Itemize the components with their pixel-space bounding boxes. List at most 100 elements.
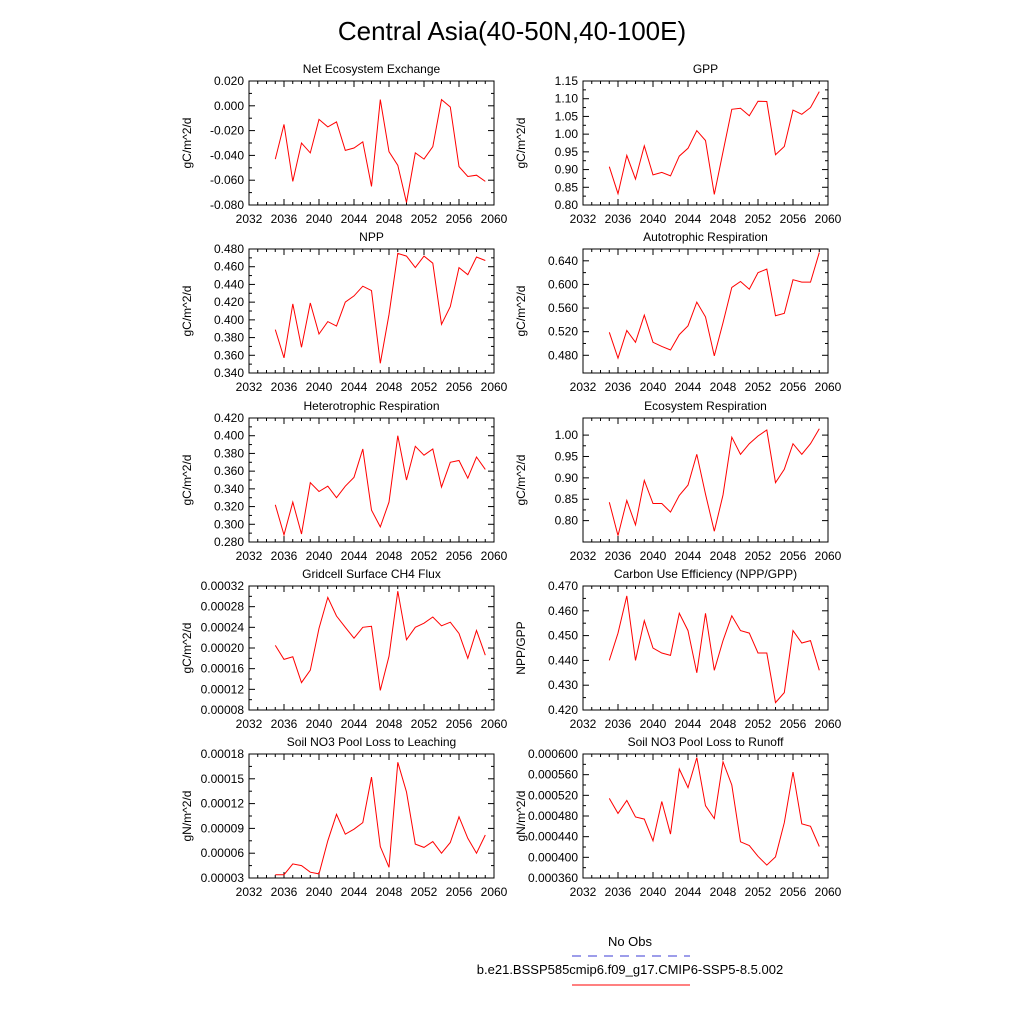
data-point xyxy=(318,491,320,493)
plot-frame xyxy=(248,585,495,711)
chart-panel-4: Autotrophic Respiration 2032 2036 2040 2044 2… xyxy=(514,230,842,394)
data-point xyxy=(617,535,619,537)
x-tick-label: 2036 xyxy=(605,885,632,899)
y-tick-label: 0.85 xyxy=(555,180,579,194)
x-tick-label: 2048 xyxy=(710,380,737,394)
data-point xyxy=(731,436,733,438)
series-line xyxy=(274,252,486,364)
data-point xyxy=(397,435,399,437)
y-tick-label: 0.00012 xyxy=(201,682,245,696)
data-point xyxy=(414,843,416,845)
plot-frame xyxy=(582,585,829,711)
data-point xyxy=(441,486,443,488)
data-point xyxy=(344,301,346,303)
data-point xyxy=(423,255,425,257)
y-axis-label: gC/m^2/d xyxy=(180,623,194,674)
data-point xyxy=(344,485,346,487)
data-point xyxy=(722,322,724,324)
plot-frame xyxy=(582,248,829,374)
data-point xyxy=(801,642,803,644)
y-tick-label: 0.00009 xyxy=(201,821,245,835)
data-point xyxy=(643,145,645,147)
data-point xyxy=(687,630,689,632)
y-tick-label: 0.00018 xyxy=(201,747,245,761)
data-point xyxy=(608,331,610,333)
x-tick-label: 2060 xyxy=(815,212,842,226)
data-point xyxy=(362,285,364,287)
y-tick-label: 0.600 xyxy=(548,277,578,291)
data-point xyxy=(696,301,698,303)
chart-panel-7: Gridcell Surface CH4 Flux 2032 2036 2040 204… xyxy=(180,567,508,731)
x-tick-label: 2044 xyxy=(675,212,702,226)
x-tick-label: 2032 xyxy=(570,549,597,563)
data-point xyxy=(748,115,750,117)
chart-title: Ecosystem Respiration xyxy=(644,399,767,413)
data-point xyxy=(687,147,689,149)
data-point xyxy=(318,333,320,335)
y-axis-label: NPP/GPP xyxy=(514,621,528,674)
data-point xyxy=(810,640,812,642)
y-tick-label: 0.520 xyxy=(548,325,578,339)
data-point xyxy=(670,511,672,513)
data-point xyxy=(766,101,768,103)
data-point xyxy=(608,501,610,503)
data-point xyxy=(283,357,285,359)
y-axis-label: gN/m^2/d xyxy=(180,791,194,842)
data-point xyxy=(414,267,416,269)
data-point xyxy=(449,306,451,308)
series-line xyxy=(274,435,486,537)
data-point xyxy=(652,840,654,842)
data-point xyxy=(309,871,311,873)
data-point xyxy=(379,846,381,848)
data-point xyxy=(406,791,408,793)
data-point xyxy=(371,290,373,292)
x-tick-label: 2036 xyxy=(271,380,298,394)
x-tick-label: 2056 xyxy=(446,549,473,563)
x-tick-label: 2036 xyxy=(605,549,632,563)
y-tick-label: 0.00016 xyxy=(201,662,245,676)
x-tick-label: 2048 xyxy=(376,885,403,899)
data-point xyxy=(766,268,768,270)
data-point xyxy=(643,479,645,481)
data-point xyxy=(467,837,469,839)
chart-panel-6: Ecosystem Respiration 2032 2036 2040 2044 204… xyxy=(514,399,842,563)
data-point xyxy=(705,805,707,807)
data-point xyxy=(705,140,707,142)
chart-title: Net Ecosystem Exchange xyxy=(303,62,441,76)
data-point xyxy=(748,845,750,847)
y-tick-label: 0.440 xyxy=(548,653,578,667)
x-tick-label: 2052 xyxy=(745,212,772,226)
y-tick-label: -0.060 xyxy=(210,173,244,187)
x-tick-label: 2060 xyxy=(815,717,842,731)
data-point xyxy=(353,476,355,478)
y-tick-label: 0.560 xyxy=(548,301,578,315)
data-point xyxy=(705,612,707,614)
data-point xyxy=(476,174,478,176)
data-point xyxy=(635,178,637,180)
data-point xyxy=(635,816,637,818)
data-point xyxy=(696,130,698,132)
x-tick-label: 2044 xyxy=(675,717,702,731)
data-point xyxy=(441,99,443,101)
data-point xyxy=(327,596,329,598)
data-point xyxy=(371,776,373,778)
data-point xyxy=(283,874,285,876)
data-point xyxy=(775,315,777,317)
data-point xyxy=(810,825,812,827)
x-tick-label: 2032 xyxy=(236,212,263,226)
x-tick-label: 2052 xyxy=(411,212,438,226)
data-point xyxy=(274,158,276,160)
data-point xyxy=(423,454,425,456)
x-tick-label: 2040 xyxy=(306,380,333,394)
data-point xyxy=(274,874,276,876)
x-tick-label: 2052 xyxy=(411,885,438,899)
y-tick-label: 0.450 xyxy=(548,629,578,643)
y-tick-label: 0.420 xyxy=(214,411,244,425)
data-point xyxy=(801,453,803,455)
data-point xyxy=(757,435,759,437)
data-point xyxy=(301,865,303,867)
data-point xyxy=(449,106,451,108)
x-tick-label: 2056 xyxy=(780,885,807,899)
data-point xyxy=(713,818,715,820)
y-tick-label: 0.90 xyxy=(555,163,579,177)
